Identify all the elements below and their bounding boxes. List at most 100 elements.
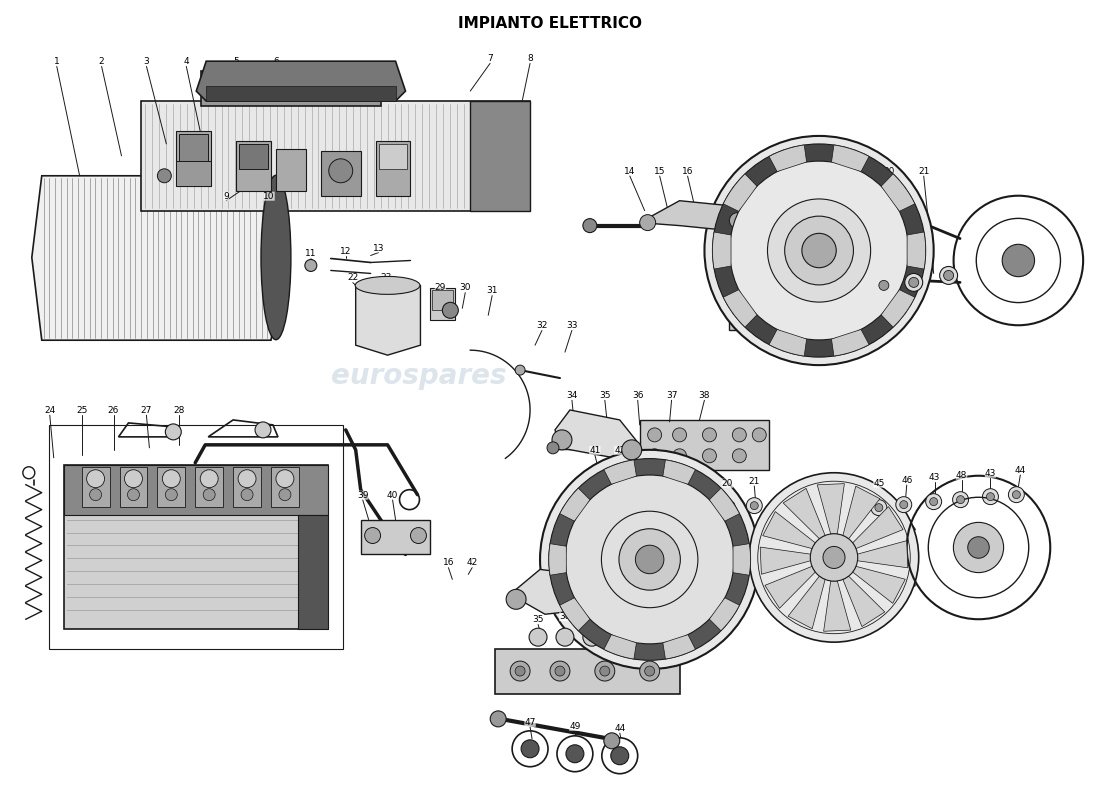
Polygon shape (843, 576, 884, 626)
Circle shape (515, 365, 525, 375)
Circle shape (871, 500, 887, 515)
Circle shape (697, 506, 705, 514)
Circle shape (595, 661, 615, 681)
Polygon shape (560, 598, 590, 630)
Text: 38: 38 (698, 391, 711, 400)
Circle shape (552, 430, 572, 450)
Polygon shape (375, 141, 410, 196)
Circle shape (954, 522, 1003, 573)
Text: 16: 16 (442, 558, 454, 567)
Text: 35: 35 (532, 615, 543, 624)
Polygon shape (713, 232, 732, 269)
Polygon shape (729, 270, 820, 330)
Polygon shape (176, 131, 211, 186)
Circle shape (713, 144, 925, 357)
Circle shape (640, 661, 660, 681)
Polygon shape (196, 61, 406, 101)
Polygon shape (495, 649, 680, 694)
Text: 9: 9 (223, 192, 229, 201)
Text: 44: 44 (1014, 466, 1026, 474)
Circle shape (583, 218, 597, 233)
Circle shape (1012, 490, 1021, 498)
Text: 8: 8 (527, 54, 532, 63)
Circle shape (944, 270, 954, 281)
Polygon shape (560, 488, 590, 521)
Text: 29: 29 (434, 283, 447, 292)
Text: 19: 19 (695, 481, 707, 490)
Text: 6: 6 (273, 57, 278, 66)
Text: 27: 27 (141, 406, 152, 415)
Circle shape (610, 746, 629, 765)
Circle shape (510, 661, 530, 681)
Circle shape (305, 259, 317, 271)
Circle shape (279, 489, 290, 501)
Circle shape (364, 527, 381, 543)
Circle shape (874, 277, 893, 294)
Circle shape (729, 213, 746, 229)
Polygon shape (361, 519, 430, 554)
Polygon shape (471, 101, 530, 210)
Text: 37: 37 (586, 610, 597, 619)
Circle shape (549, 458, 750, 660)
Ellipse shape (355, 277, 420, 294)
Circle shape (672, 449, 686, 462)
Circle shape (874, 504, 883, 512)
Polygon shape (176, 161, 211, 186)
Circle shape (410, 527, 427, 543)
Polygon shape (769, 330, 806, 356)
Circle shape (733, 449, 746, 462)
Polygon shape (432, 290, 453, 310)
Polygon shape (64, 465, 328, 514)
Text: 12: 12 (340, 246, 351, 255)
Circle shape (752, 428, 767, 442)
Text: 7: 7 (487, 54, 493, 63)
Circle shape (791, 304, 807, 320)
Circle shape (529, 628, 547, 646)
Circle shape (200, 470, 218, 488)
Text: 31: 31 (486, 286, 498, 295)
Text: IMPIANTO ELETTRICO: IMPIANTO ELETTRICO (458, 16, 642, 31)
Circle shape (939, 266, 958, 285)
Text: 48: 48 (956, 470, 967, 480)
Circle shape (672, 428, 686, 442)
Circle shape (739, 282, 756, 298)
Text: 28: 28 (174, 406, 185, 415)
Circle shape (204, 489, 216, 501)
Polygon shape (206, 86, 396, 101)
Text: 39: 39 (356, 490, 369, 500)
Circle shape (811, 534, 858, 581)
Circle shape (704, 136, 934, 365)
Ellipse shape (261, 175, 290, 340)
Text: 34: 34 (566, 391, 578, 400)
Text: 41: 41 (590, 446, 601, 455)
Text: 45: 45 (873, 478, 884, 488)
Text: 16: 16 (682, 166, 693, 176)
Circle shape (768, 199, 870, 302)
Circle shape (729, 161, 909, 340)
Circle shape (791, 282, 807, 298)
Circle shape (802, 234, 836, 268)
Circle shape (648, 428, 661, 442)
Text: 1: 1 (54, 57, 59, 66)
Text: 20: 20 (722, 478, 733, 488)
Text: 46: 46 (901, 476, 912, 485)
Polygon shape (852, 566, 905, 603)
Circle shape (648, 449, 661, 462)
Circle shape (823, 546, 845, 569)
Text: 11: 11 (305, 250, 317, 258)
Circle shape (329, 159, 353, 182)
Text: 30: 30 (460, 283, 471, 292)
Circle shape (515, 666, 525, 676)
Polygon shape (832, 145, 869, 171)
Text: eurospares: eurospares (331, 362, 506, 390)
Text: 20: 20 (883, 166, 894, 176)
Text: 47: 47 (525, 718, 536, 727)
Circle shape (640, 214, 656, 230)
Circle shape (565, 475, 734, 644)
Polygon shape (239, 144, 268, 169)
Text: 18: 18 (813, 166, 825, 176)
Text: 37: 37 (666, 391, 678, 400)
Text: 24: 24 (44, 406, 55, 415)
Circle shape (540, 450, 759, 669)
Circle shape (982, 489, 999, 505)
